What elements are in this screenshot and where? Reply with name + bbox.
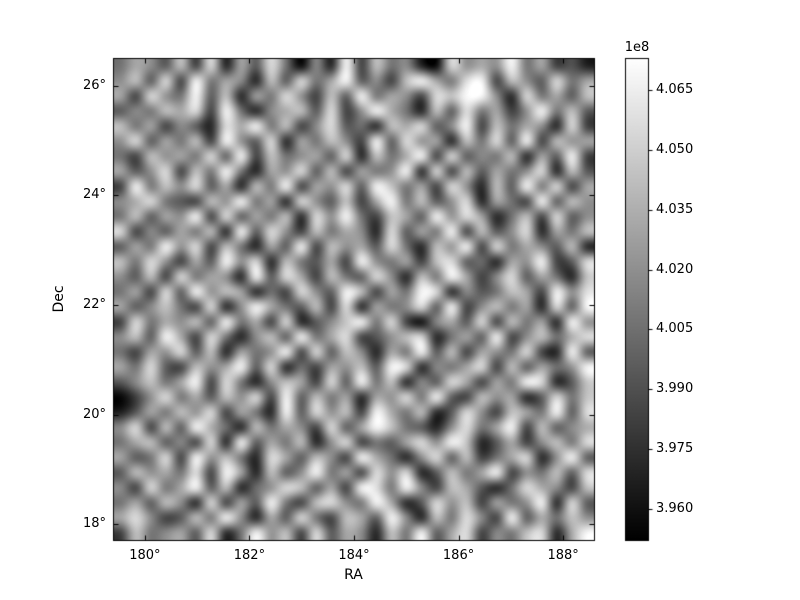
colorbar-tick-label: 3.975 (656, 440, 694, 456)
x-tick-label: 184° (338, 547, 370, 563)
colorbar-tick-label: 3.960 (656, 500, 694, 516)
colorbar-tick-label: 4.065 (656, 82, 694, 98)
y-tick-label: 24° (82, 187, 106, 203)
colorbar-offset-label: 1e8 (624, 40, 650, 55)
colorbar-tick-label: 4.035 (656, 201, 694, 217)
x-tick-label: 188° (547, 547, 579, 563)
x-tick-label: 186° (442, 547, 475, 563)
x-axis-label: RA (344, 567, 363, 583)
colorbar-tick-label: 4.020 (656, 261, 694, 277)
x-tick-label: 182° (233, 547, 266, 563)
colorbar-tick-label: 4.005 (656, 321, 694, 337)
x-tick-label: 180° (129, 547, 161, 563)
colorbar-tick-label: 4.050 (656, 142, 694, 158)
y-tick-label: 26° (82, 77, 106, 93)
colorbar-tick-label: 3.990 (656, 381, 694, 397)
y-tick-label: 20° (82, 406, 106, 422)
y-tick-label: 22° (82, 296, 106, 312)
y-tick-label: 18° (82, 516, 106, 532)
